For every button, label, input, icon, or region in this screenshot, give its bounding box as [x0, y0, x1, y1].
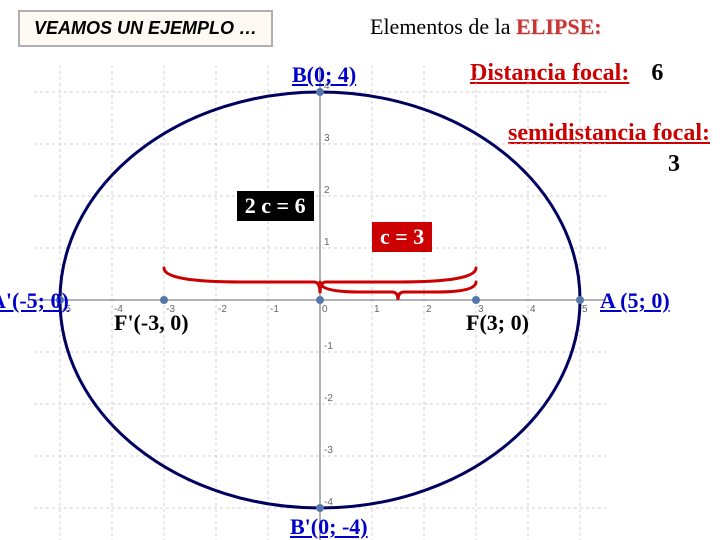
vertex-A-right: A (5; 0): [600, 288, 670, 314]
two-c-box: 2 c = 6: [237, 191, 314, 221]
c-box: c = 3: [372, 222, 432, 252]
svg-text:2: 2: [324, 185, 330, 196]
svg-text:1: 1: [324, 237, 330, 248]
svg-text:-2: -2: [324, 393, 333, 404]
vertex-A-left: A'(-5; 0): [0, 288, 69, 314]
svg-text:-1: -1: [324, 341, 333, 352]
svg-text:-2: -2: [218, 304, 227, 315]
svg-text:1: 1: [374, 304, 380, 315]
svg-text:2: 2: [426, 304, 432, 315]
ellipse-chart: -5-4-3-2-1012345-5-4-3-2-11234: [0, 0, 720, 540]
vertex-B-bottom: B'(0; -4): [290, 514, 368, 540]
svg-text:5: 5: [582, 304, 588, 315]
focus-F-right: F(3; 0): [466, 310, 529, 336]
focus-F-left: F'(-3, 0): [114, 310, 189, 336]
svg-text:3: 3: [324, 133, 330, 144]
svg-text:4: 4: [530, 304, 536, 315]
svg-text:-3: -3: [324, 445, 333, 456]
svg-text:-1: -1: [270, 304, 279, 315]
vertex-B-top: B(0; 4): [292, 62, 356, 88]
svg-text:0: 0: [322, 304, 328, 315]
